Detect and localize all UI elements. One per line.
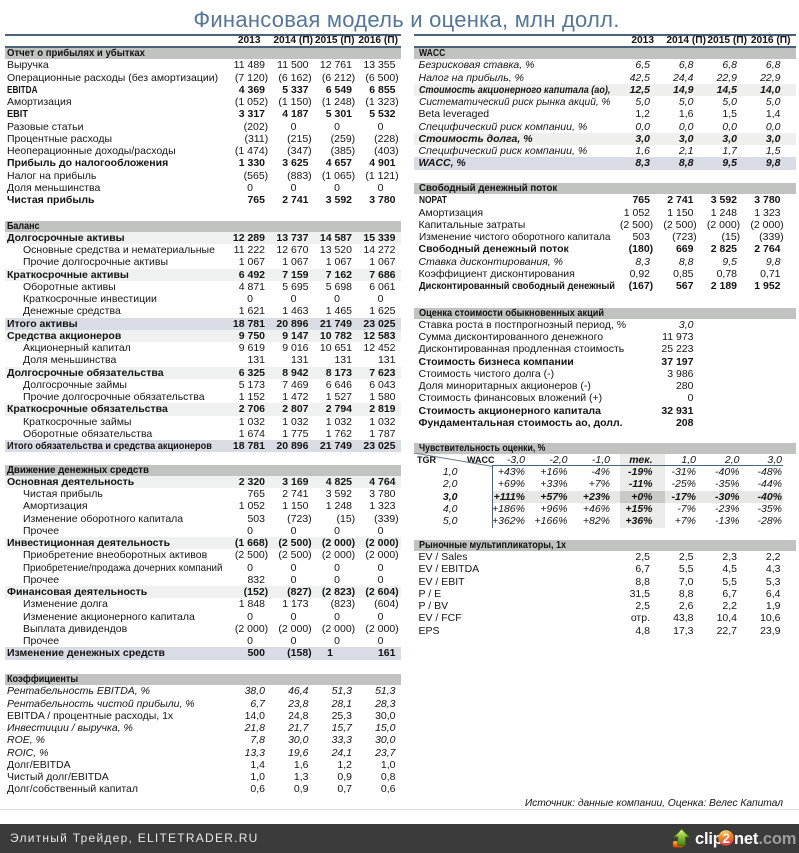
- svg-text:2: 2: [722, 831, 730, 846]
